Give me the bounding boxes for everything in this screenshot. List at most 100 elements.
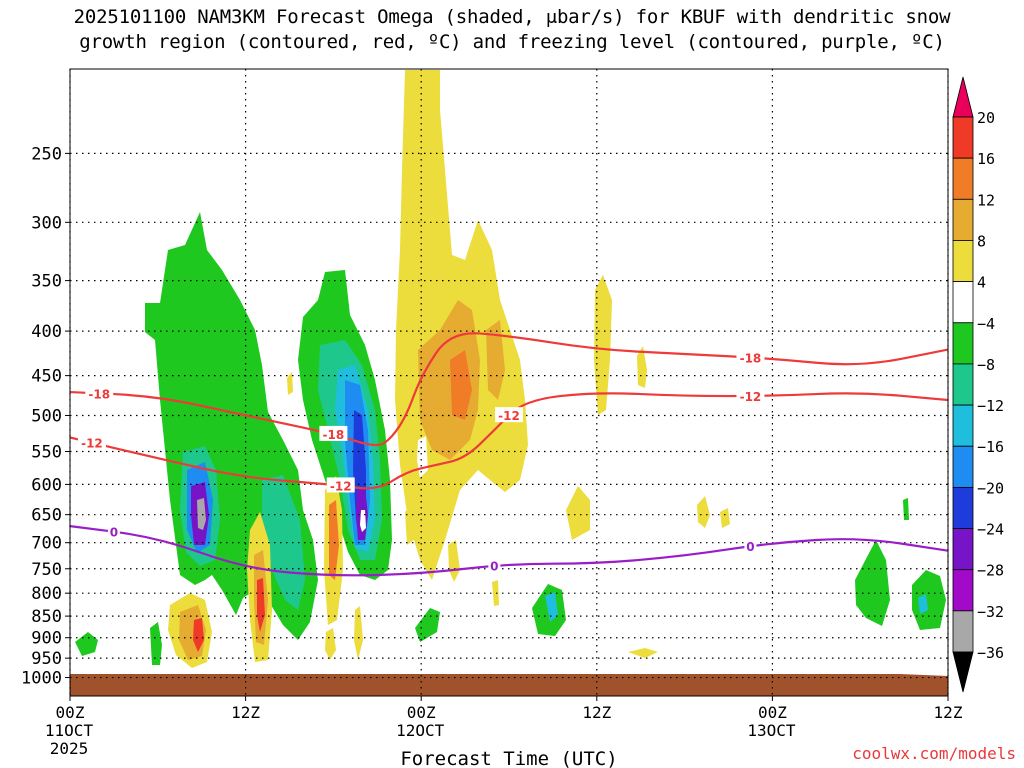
omega-shading — [75, 70, 946, 668]
x-tick-label: 12Z — [231, 703, 260, 722]
colorbar-swatch — [952, 116, 974, 159]
colorbar-swatch — [952, 240, 974, 283]
y-tick-label: 600 — [31, 475, 62, 495]
y-tick-label: 750 — [31, 560, 62, 580]
ground-surface — [70, 674, 948, 696]
chart-title-line2: growth region (contoured, red, ºC) and f… — [79, 31, 945, 53]
colorbar-tick-label: 4 — [977, 274, 986, 292]
y-axis: 2503003504004505005506006507007508008509… — [21, 144, 70, 689]
omega-ascent-area — [197, 498, 206, 530]
contour-label: -18 — [88, 387, 110, 401]
x-tick-label: 00Z — [56, 703, 85, 722]
contour-label-bg — [495, 407, 523, 423]
colorbar-tick-label: 16 — [977, 150, 995, 168]
colorbar-swatch — [952, 281, 974, 324]
contour-label-bg — [319, 425, 348, 441]
x-tick-label: 13OCT — [747, 721, 796, 740]
omega-descent-area — [418, 300, 480, 460]
omega-descent-area — [257, 578, 265, 632]
contour-label-bg — [107, 523, 120, 539]
colorbar-swatch — [952, 322, 974, 365]
colorbar-tick-label: −36 — [977, 644, 1004, 662]
colorbar-tick-label: −12 — [977, 397, 1004, 415]
y-tick-label: 300 — [31, 213, 62, 233]
chart-title-line1: 2025101100 NAM3KM Forecast Omega (shaded… — [73, 6, 951, 28]
omega-ascent-area — [415, 608, 440, 642]
omega-descent-area — [637, 346, 647, 388]
colorbar-tick-label: 8 — [977, 232, 986, 250]
colorbar-tick-label: −16 — [977, 438, 1004, 456]
omega-ascent-area — [545, 592, 558, 622]
colorbar-swatch — [952, 528, 974, 571]
y-tick-label: 700 — [31, 534, 62, 554]
omega-descent-area — [450, 350, 472, 420]
omega-descent-area — [492, 580, 499, 606]
x-tick-label: 12Z — [934, 703, 963, 722]
x-tick-label: 11OCT — [45, 721, 94, 740]
colorbar-tick-label: −20 — [977, 479, 1004, 497]
x-axis-label: Forecast Time (UTC) — [400, 748, 617, 768]
omega-descent-area — [329, 500, 339, 580]
colorbar-swatch — [952, 198, 974, 241]
contour-label: -12 — [330, 479, 352, 493]
plot-frame — [69, 68, 949, 697]
omega-ascent-area — [262, 475, 305, 610]
colorbar-swatch — [952, 610, 974, 653]
y-tick-label: 400 — [31, 322, 62, 342]
contour-label: -12 — [740, 390, 762, 404]
y-tick-label: 1000 — [21, 669, 62, 689]
omega-descent-area — [486, 320, 505, 400]
colorbar-tick-label: −8 — [977, 356, 995, 374]
omega-descent-area — [697, 496, 710, 528]
y-tick-label: 250 — [31, 144, 62, 164]
colorbar-tick-label: −28 — [977, 562, 1004, 580]
contour-label-bg — [488, 557, 501, 573]
contour-label: -12 — [498, 409, 520, 423]
contour-label-bg — [736, 388, 765, 404]
contour-label: -18 — [740, 351, 762, 365]
dgz-bottom-contour — [70, 392, 948, 490]
x-tick-label: 2025 — [50, 739, 89, 758]
omega-descent-area — [720, 508, 730, 528]
colorbar-swatch — [952, 486, 974, 529]
colorbar-tick-label: 20 — [977, 109, 995, 127]
omega-ascent-area — [912, 570, 946, 630]
omega-descent-area — [325, 628, 336, 660]
y-tick-label: 450 — [31, 367, 62, 387]
contour-label-bg — [85, 385, 114, 401]
contour-label: -12 — [81, 437, 103, 451]
omega-ascent-area — [918, 594, 928, 614]
colorbar-swatch — [952, 404, 974, 447]
colorbar-tick-label: −24 — [977, 521, 1004, 539]
x-tick-label: 12Z — [582, 703, 611, 722]
y-tick-label: 900 — [31, 629, 62, 649]
omega-descent-area — [193, 618, 204, 652]
colorbar: 20 16 12 8 4 −4 −8 −12 −16 −20 −24 −28 −32 −36 — [952, 76, 1004, 693]
contour-label-bg — [77, 434, 106, 450]
contour-label: 0 — [746, 540, 754, 554]
y-tick-label: 850 — [31, 607, 62, 627]
omega-ascent-area — [360, 510, 366, 532]
dgz-top-contour — [70, 332, 948, 447]
colorbar-swatch — [952, 651, 974, 693]
y-tick-label: 800 — [31, 584, 62, 604]
colorbar-tick-label: −4 — [977, 315, 995, 333]
omega-descent-area — [628, 648, 658, 658]
omega-descent-area — [448, 540, 460, 582]
y-tick-label: 350 — [31, 272, 62, 292]
contour-label: 0 — [110, 526, 118, 540]
omega-ascent-area — [150, 622, 162, 665]
omega-descent-area — [354, 606, 363, 660]
y-tick-label: 500 — [31, 406, 62, 426]
x-tick-label: 00Z — [407, 703, 436, 722]
colorbar-swatch — [952, 363, 974, 406]
colorbar-tick-label: −32 — [977, 603, 1004, 621]
colorbar-swatch — [952, 445, 974, 488]
y-tick-label: 650 — [31, 506, 62, 526]
omega-ascent-area — [75, 632, 98, 656]
contour-label-bg — [736, 349, 765, 365]
colorbar-swatch — [952, 76, 974, 118]
omega-ascent-area — [855, 540, 890, 626]
x-tick-label: 12OCT — [396, 721, 445, 740]
